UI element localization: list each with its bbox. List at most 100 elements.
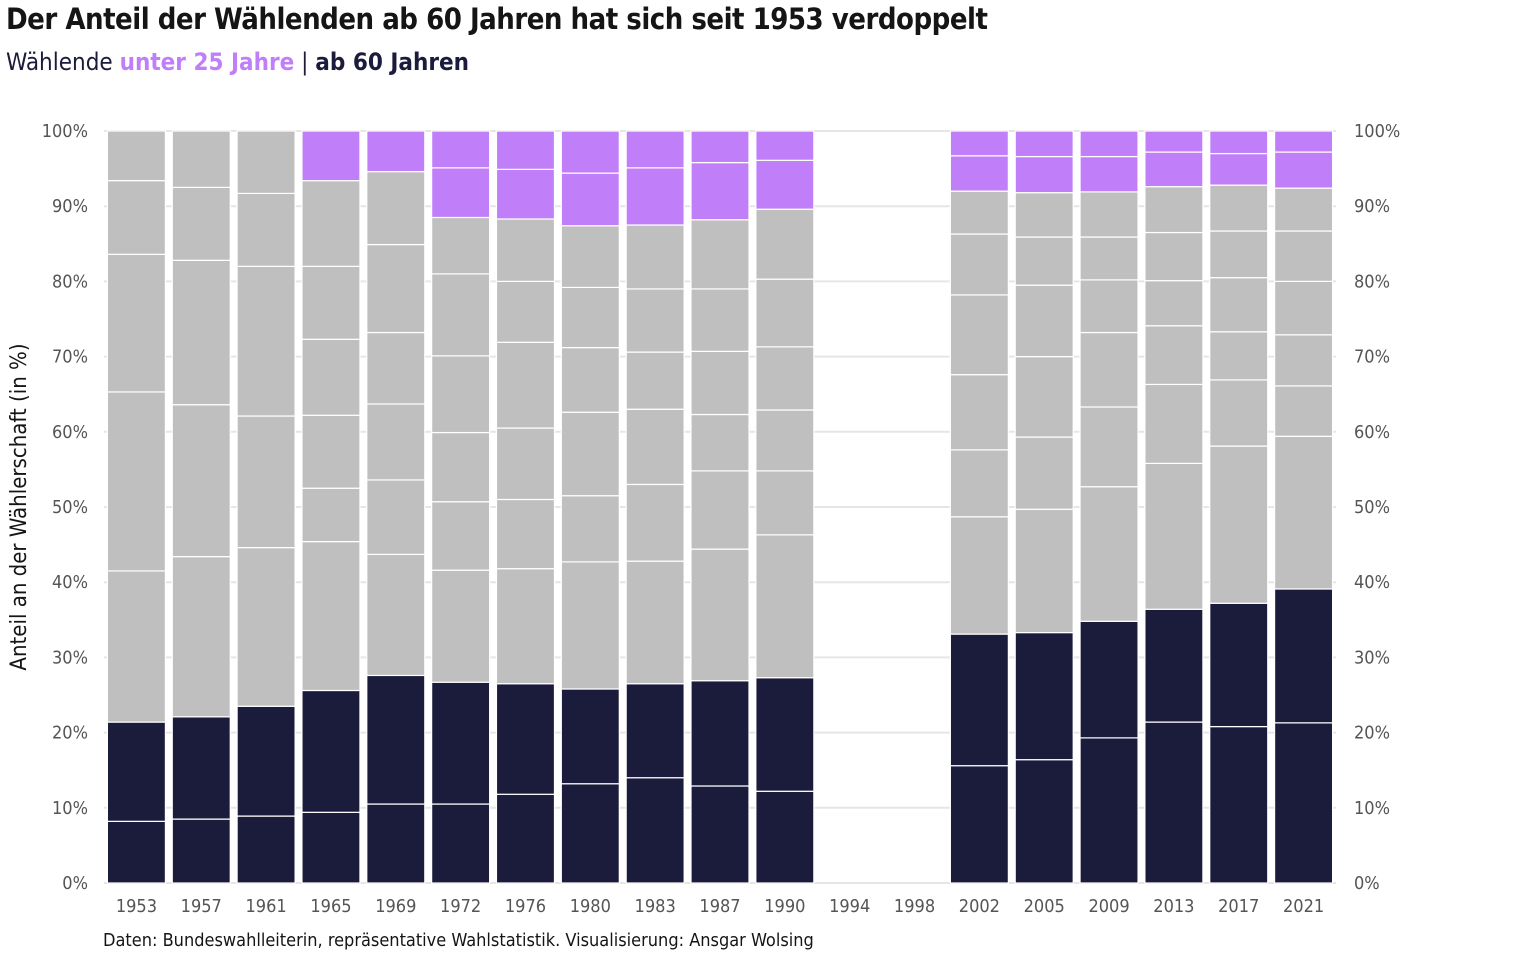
bar-segment-1987-young xyxy=(690,130,750,164)
x-tick-label: 2009 xyxy=(1088,896,1129,917)
y-tick-label-left: 10% xyxy=(52,798,88,819)
bar-segment-2002-middle xyxy=(949,233,1009,296)
bar-segment-1961-middle xyxy=(236,415,296,549)
bar-segment-1969-old xyxy=(366,803,426,884)
bar-segment-2009-middle xyxy=(1079,406,1139,488)
bar-segment-1976-young xyxy=(495,130,556,170)
bar-segment-2017-middle xyxy=(1209,277,1269,333)
bar-segment-1972-young xyxy=(431,130,491,169)
bar-segment-1972-middle xyxy=(431,355,491,434)
bar-segment-1976-middle xyxy=(495,498,556,570)
bar-segment-2017-young xyxy=(1209,152,1269,186)
bar-segment-1953-middle xyxy=(106,391,167,572)
bar-segment-1983-middle xyxy=(625,483,685,562)
bar-segment-2005-old xyxy=(1014,631,1074,761)
bar-segment-2002-middle xyxy=(949,190,1009,235)
x-tick-label: 1969 xyxy=(375,896,416,917)
x-tick-label: 1953 xyxy=(116,896,157,917)
bar-segment-2017-old xyxy=(1209,602,1269,728)
bar-segment-1987-old xyxy=(690,785,750,884)
bar-segment-1965-middle xyxy=(301,265,361,340)
bar-segment-1961-old xyxy=(236,705,296,817)
x-tick-label: 1961 xyxy=(246,896,287,917)
bar-segment-1990-old xyxy=(755,677,815,792)
legend-separator: | xyxy=(294,48,316,76)
bar-segment-2005-young xyxy=(1014,130,1074,158)
bar-segment-2005-young xyxy=(1014,155,1074,194)
x-tick-label: 1980 xyxy=(570,896,611,917)
y-tick-label-left: 40% xyxy=(52,572,88,593)
x-tick-label: 1983 xyxy=(635,896,676,917)
bar-segment-1972-old xyxy=(431,681,491,805)
bar-segment-1972-young xyxy=(431,167,491,219)
bar-segment-1969-middle xyxy=(366,331,426,405)
bar-segment-1965-old xyxy=(301,689,361,813)
bar-segment-1990-young xyxy=(755,159,815,210)
x-tick-label: 1998 xyxy=(894,896,935,917)
x-tick-label: 2005 xyxy=(1024,896,1065,917)
bar-segment-1983-old xyxy=(625,683,685,779)
bar-segment-2013-young xyxy=(1144,151,1204,188)
bar-segment-1976-middle xyxy=(495,218,556,282)
bar-segment-1987-middle xyxy=(690,413,750,472)
bar-segment-1990-middle xyxy=(755,278,815,348)
bar-segment-2021-young xyxy=(1273,130,1334,153)
bar-segment-1953-old xyxy=(106,721,167,822)
bar-segment-1957-old xyxy=(171,716,231,820)
bar-segment-1976-middle xyxy=(495,568,556,685)
bar-segment-1972-old xyxy=(431,803,491,884)
bar-segment-1976-old xyxy=(495,683,556,795)
y-tick-label-left: 80% xyxy=(52,271,88,292)
bar-segment-2017-young xyxy=(1209,130,1269,155)
bar-segment-1957-middle xyxy=(171,556,231,718)
y-tick-label-right: 100% xyxy=(1354,121,1400,142)
bar-segment-2013-old xyxy=(1144,608,1204,723)
bar-segment-1961-middle xyxy=(236,547,296,707)
y-axis-right: 0% 10% 20% 30% 40% 50% 60% 70% 80% 90% 100% xyxy=(1354,121,1400,894)
bar-segment-1990-middle xyxy=(755,208,815,280)
bar-segment-2005-middle xyxy=(1014,508,1074,634)
bars xyxy=(106,130,1334,884)
chart-subtitle: Wählende unter 25 Jahre | ab 60 Jahren xyxy=(6,48,469,76)
bar-segment-1961-old xyxy=(236,815,296,884)
bar-segment-1990-old xyxy=(755,790,815,884)
bar-segment-1972-middle xyxy=(431,569,491,683)
bar-segment-1983-young xyxy=(625,167,685,226)
bar-segment-1980-middle xyxy=(560,286,620,349)
bar-segment-1972-middle xyxy=(431,273,491,357)
bar-segment-2021-middle xyxy=(1273,334,1334,387)
bar-segment-1961-middle xyxy=(236,265,296,417)
bar-segment-1980-young xyxy=(560,172,620,227)
bar-segment-1990-middle xyxy=(755,409,815,472)
bar-segment-2013-old xyxy=(1144,721,1204,884)
x-tick-label: 1972 xyxy=(440,896,481,917)
bar-segment-2009-middle xyxy=(1079,331,1139,408)
bar-segment-2005-old xyxy=(1014,759,1074,884)
x-tick-label: 1990 xyxy=(764,896,805,917)
bar-segment-1961-middle xyxy=(236,130,296,195)
bar-segment-2002-middle xyxy=(949,449,1009,518)
subtitle-prefix: Wählende xyxy=(6,48,120,76)
bar-segment-1953-old xyxy=(106,820,167,884)
bar-segment-2021-middle xyxy=(1273,187,1334,232)
bar-segment-1983-middle xyxy=(625,224,685,290)
bar-segment-2009-young xyxy=(1079,130,1139,158)
x-tick-label: 1987 xyxy=(699,896,740,917)
y-tick-label-right: 10% xyxy=(1354,798,1390,819)
bar-segment-2017-middle xyxy=(1209,445,1269,604)
bar-segment-1980-middle xyxy=(560,561,620,690)
bar-segment-1965-old xyxy=(301,811,361,884)
bar-segment-2009-young xyxy=(1079,155,1139,193)
bar-segment-1972-middle xyxy=(431,431,491,503)
bar-segment-1972-middle xyxy=(431,216,491,275)
bar-segment-1969-middle xyxy=(366,403,426,481)
bar-segment-1953-middle xyxy=(106,180,167,255)
bar-segment-1969-middle xyxy=(366,243,426,334)
bar-segment-2013-young xyxy=(1144,130,1204,153)
bar-segment-1965-middle xyxy=(301,487,361,543)
legend-old-label: ab 60 Jahren xyxy=(315,48,470,76)
bar-segment-1980-young xyxy=(560,130,620,174)
bar-segment-2002-young xyxy=(949,130,1009,157)
bar-segment-1983-middle xyxy=(625,408,685,486)
